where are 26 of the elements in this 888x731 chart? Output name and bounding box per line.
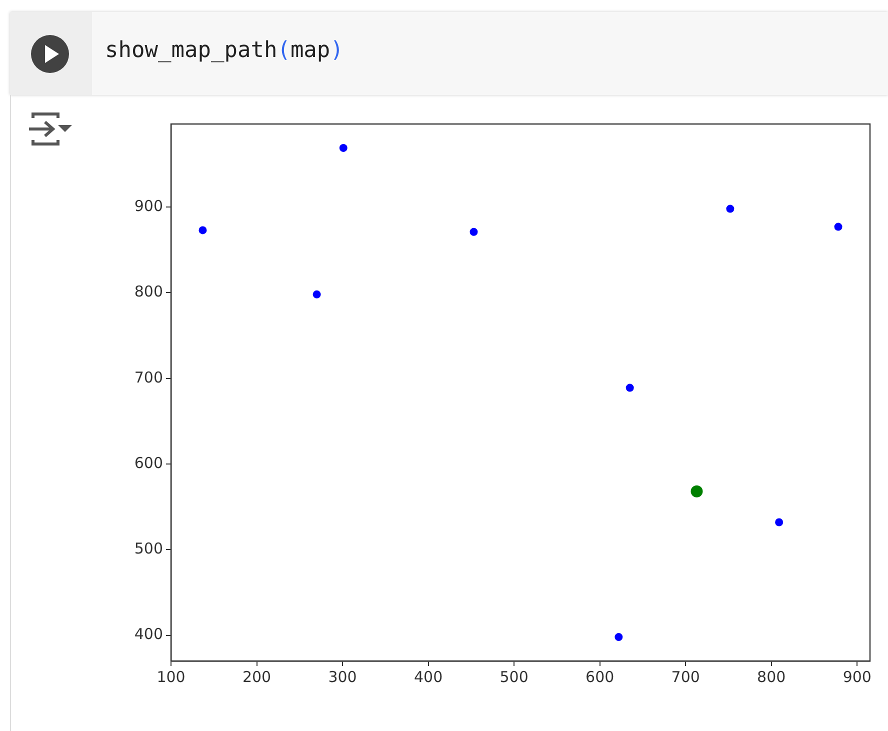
point (626, 384, 634, 392)
x-tick-label: 200 (242, 668, 272, 686)
text: show_map_path(map) (105, 38, 344, 63)
point (198, 226, 207, 234)
y-tick-label: 600 (134, 454, 163, 472)
x-tick-label: 400 (414, 668, 443, 686)
point (726, 204, 734, 213)
x-tick-label: 500 (500, 668, 528, 686)
y-tick-label: 700 (134, 368, 163, 386)
point (775, 518, 784, 526)
x-tick-label: 700 (671, 668, 700, 686)
point (834, 222, 842, 231)
x-tick-label: 100 (156, 668, 186, 686)
point (470, 228, 478, 236)
point (312, 290, 321, 298)
y-tick-label: 800 (134, 282, 163, 301)
y-tick-label: 400 (134, 625, 163, 644)
x-tick-label: 900 (842, 668, 872, 686)
x-tick-label: 600 (586, 668, 614, 686)
point (690, 485, 703, 498)
point (614, 633, 623, 642)
y-tick-label: 500 (134, 540, 163, 558)
x-tick-label: 300 (328, 668, 357, 686)
point (339, 144, 348, 152)
x-tick-label: 800 (757, 668, 786, 686)
y-tick-label: 900 (134, 196, 163, 215)
